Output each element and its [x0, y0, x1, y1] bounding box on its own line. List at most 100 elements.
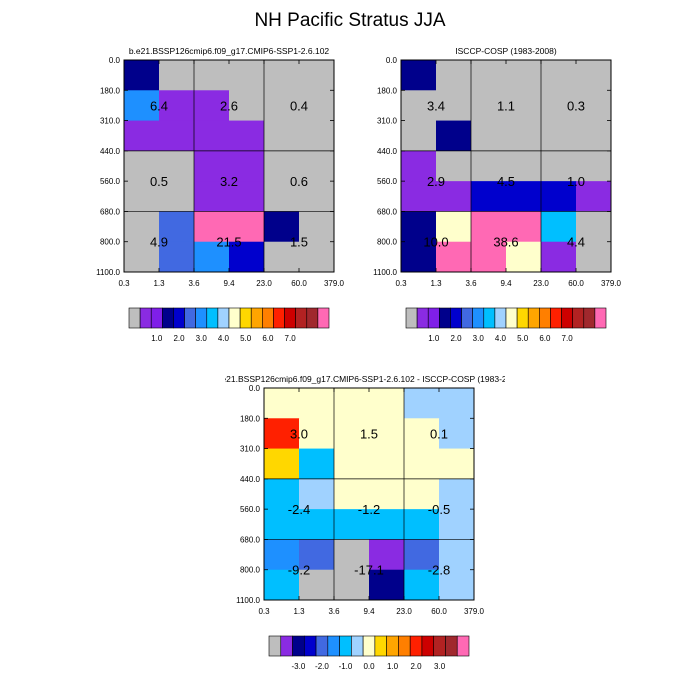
heatmap-cell: [124, 60, 160, 91]
x-tick-label: 0.3: [395, 279, 407, 288]
heatmap-cell: [124, 241, 160, 273]
data-label: 1.0: [567, 174, 585, 189]
heatmap-cell: [439, 418, 475, 450]
subplot-title: ISCCP-COSP (1983-2008): [455, 46, 557, 56]
heatmap-cell: [299, 181, 335, 212]
heatmap-cell: [369, 388, 405, 419]
colorbar-swatch: [450, 307, 462, 329]
colorbar-swatch: [550, 307, 562, 329]
heatmap-cell: [369, 478, 405, 510]
heatmap-cell: [334, 478, 370, 510]
y-tick-label: 0.0: [249, 384, 261, 393]
heatmap-cell: [264, 241, 300, 273]
colorbar-label: 6.0: [539, 334, 551, 342]
heatmap-cell: [264, 90, 300, 122]
subplot-title: b.e21.BSSP126cmip6.f09_g17.CMIP6-SSP1-2.…: [129, 46, 330, 56]
heatmap-cell: [369, 569, 405, 601]
colorbar-swatch: [195, 307, 208, 329]
heatmap-cell: [229, 211, 265, 243]
data-label: 2.9: [427, 174, 445, 189]
x-tick-label: 379.0: [601, 279, 622, 288]
heatmap-cell: [576, 211, 612, 243]
y-tick-label: 560.0: [100, 177, 121, 186]
heatmap-cell: [334, 448, 370, 480]
heatmap-cell: [334, 509, 370, 540]
colorbar-label: 7.0: [285, 334, 297, 342]
heatmap-cell: [541, 211, 577, 243]
colorbar-label: 1.0: [387, 662, 399, 670]
x-tick-label: 3.6: [328, 607, 340, 616]
colorbar-swatch: [527, 307, 540, 329]
data-label: -2.4: [288, 502, 310, 517]
colorbar-swatch: [421, 635, 435, 657]
x-tick-label: 23.0: [396, 607, 412, 616]
x-tick-label: 3.6: [465, 279, 477, 288]
colorbar-swatch: [416, 307, 429, 329]
panel-difference: b.e21.BSSP126cmip6.f09_g17.CMIP6-SSP1-2.…: [214, 370, 523, 675]
heatmap-cell: [334, 418, 370, 450]
colorbar-swatch: [516, 307, 529, 329]
heatmap-cell: [576, 181, 612, 212]
y-tick-label: 310.0: [377, 117, 398, 126]
y-tick-label: 310.0: [100, 117, 121, 126]
colorbar-swatch: [150, 307, 163, 329]
y-tick-label: 0.0: [109, 56, 121, 65]
y-tick-label: 180.0: [100, 86, 121, 95]
panel-model: b.e21.BSSP126cmip6.f09_g17.CMIP6-SSP1-2.…: [85, 42, 365, 347]
colorbar-label: 0.0: [363, 662, 375, 670]
heatmap-cell: [506, 211, 542, 243]
subplot-title: b.e21.BSSP126cmip6.f09_g17.CMIP6-SSP1-2.…: [225, 374, 505, 384]
colorbar-swatch: [561, 307, 573, 329]
colorbar-swatch: [206, 307, 219, 329]
data-label: 21.5: [216, 235, 241, 250]
heatmap-cell: [436, 90, 472, 122]
heatmap-cell: [194, 120, 230, 152]
heatmap-cell: [576, 90, 612, 122]
heatmap-cell: [471, 150, 507, 182]
y-tick-label: 1100.0: [96, 268, 120, 277]
heatmap-cell: [436, 181, 472, 212]
colorbar-label: 1.0: [428, 334, 440, 342]
colorbar-swatch: [315, 635, 329, 657]
x-tick-label: 9.4: [363, 607, 375, 616]
heatmap-cell: [194, 241, 230, 273]
heatmap-cell: [299, 120, 335, 152]
colorbar-swatch: [239, 307, 252, 329]
y-tick-label: 0.0: [386, 56, 398, 65]
heatmap-cell: [404, 569, 440, 601]
colorbar-swatch: [386, 635, 399, 657]
heatmap-cell: [471, 120, 507, 152]
x-tick-label: 60.0: [568, 279, 584, 288]
heatmap-cell: [471, 90, 507, 122]
heatmap-cell: [264, 211, 300, 243]
heatmap-cell: [541, 90, 577, 122]
colorbar-label: -2.0: [315, 662, 329, 670]
heatmap-cell: [194, 60, 230, 91]
x-tick-label: 23.0: [533, 279, 549, 288]
heatmap-cell: [334, 539, 370, 571]
x-tick-label: 23.0: [256, 279, 272, 288]
colorbar-swatch: [284, 307, 296, 329]
heatmap-cell: [299, 448, 335, 480]
heatmap-cell: [299, 150, 335, 182]
heatmap-cell: [229, 241, 265, 273]
heatmap-cell: [401, 181, 437, 212]
heatmap-cell: [439, 478, 475, 510]
data-label: -0.5: [428, 502, 450, 517]
heatmap-cell: [404, 509, 440, 540]
data-label: 38.6: [493, 235, 518, 250]
heatmap-cell: [404, 478, 440, 510]
heatmap-cell: [299, 241, 335, 273]
heatmap-cell: [369, 539, 405, 571]
colorbar-label: 3.0: [473, 334, 485, 342]
data-label: 0.4: [290, 98, 308, 113]
colorbar-swatch: [162, 307, 174, 329]
heatmap-cell: [404, 539, 440, 571]
heatmap-cell: [264, 418, 300, 450]
heatmap-cell: [541, 120, 577, 152]
heatmap-cell: [436, 60, 472, 91]
x-tick-label: 60.0: [431, 607, 447, 616]
heatmap-cell: [264, 539, 300, 571]
data-label: -2.8: [428, 563, 450, 578]
colorbar-swatch: [173, 307, 185, 329]
